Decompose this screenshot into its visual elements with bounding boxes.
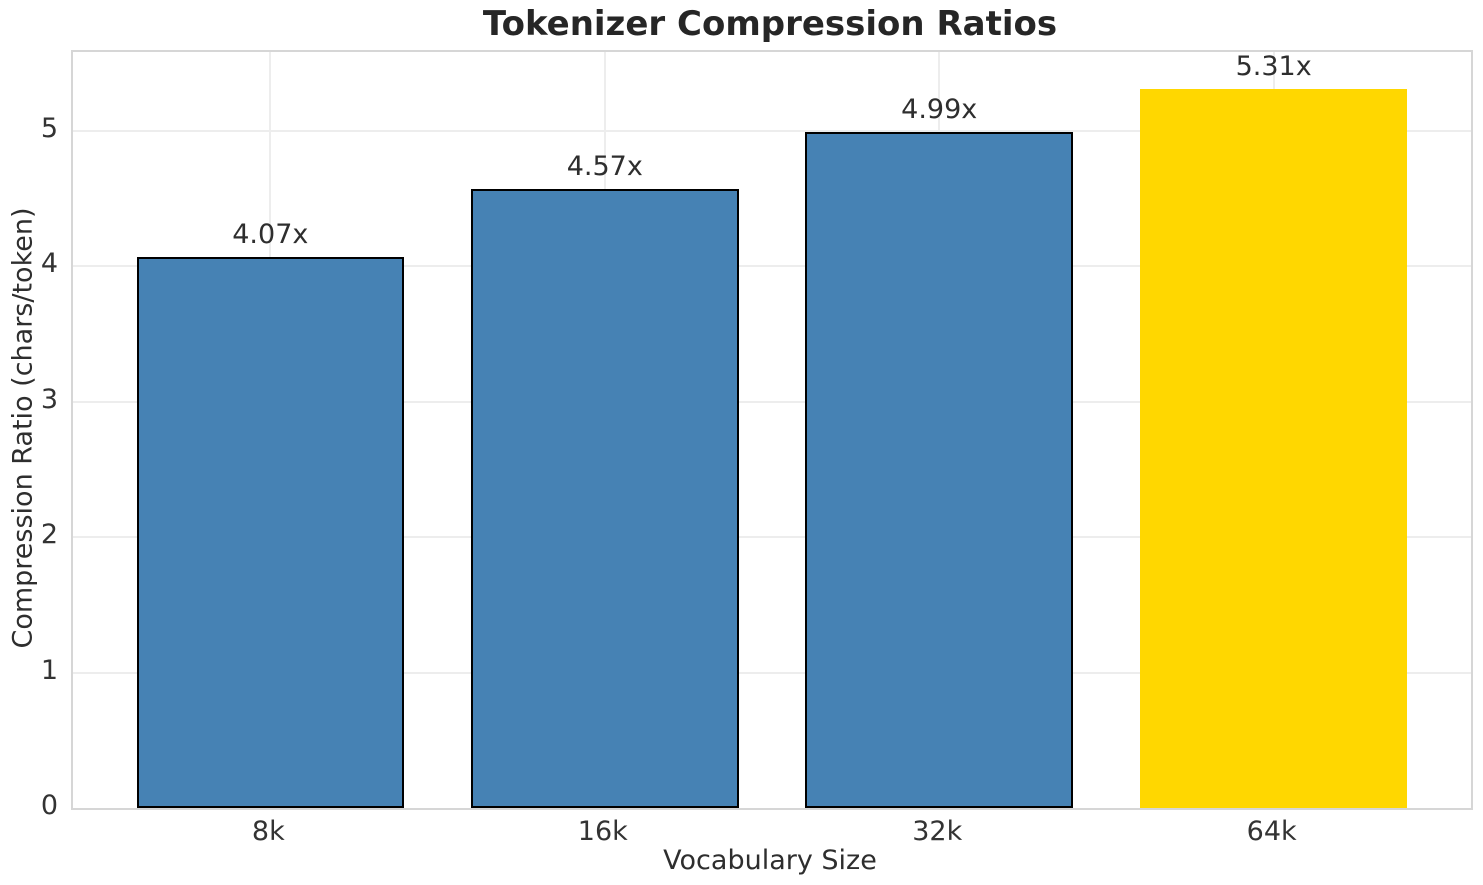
h-gridline [73,400,1471,403]
h-gridline [73,536,1471,539]
bar [805,131,1073,808]
bar-value-label: 5.31x [1235,50,1312,82]
y-tick-label: 0 [40,790,58,821]
x-tick-label: 8k [251,816,285,847]
bar [470,188,739,808]
h-gridline [73,671,1471,674]
y-tick-label: 3 [40,383,58,415]
y-tick-label: 2 [40,519,58,551]
bar [1139,88,1408,808]
bar [136,256,405,808]
h-gridline [73,265,1471,268]
bar-value-label: 4.99x [901,93,978,125]
x-tick-label: 16k [577,816,628,847]
h-gridline [73,129,1471,132]
y-tick-label: 4 [40,248,58,280]
bar-value-label: 4.07x [232,218,309,250]
y-tick-label: 1 [40,654,58,686]
y-tick-label: 5 [40,112,58,144]
x-tick-label: 32k [912,816,963,847]
chart-title: Tokenizer Compression Ratios [482,4,1058,44]
x-tick-label: 64k [1246,816,1297,847]
plot-area: 4.07x 4.57x 4.99x 5.31x [71,50,1473,810]
bar-value-label: 4.57x [566,150,643,182]
x-axis-label: Vocabulary Size [663,845,877,876]
